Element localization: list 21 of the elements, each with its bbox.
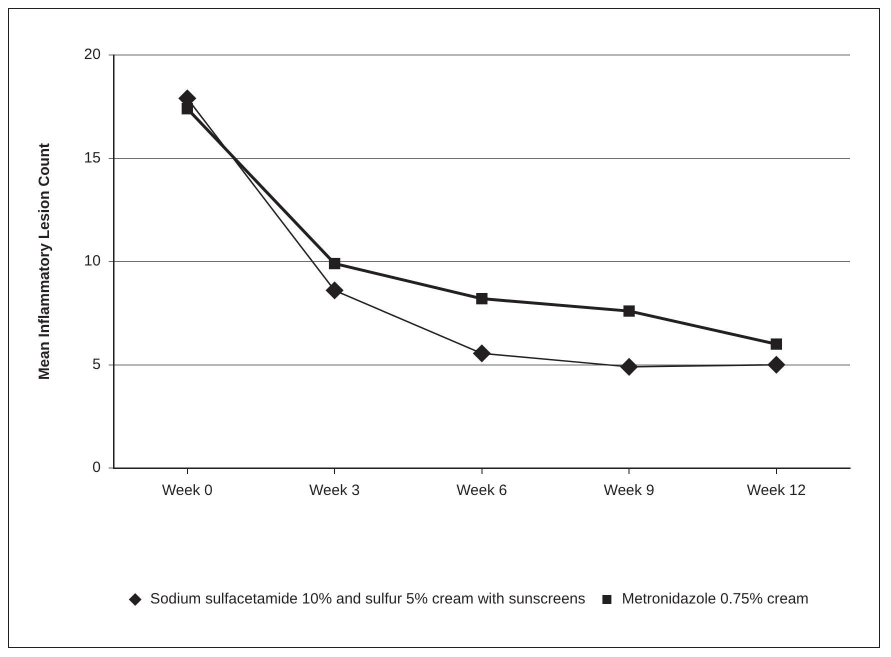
point — [326, 281, 344, 300]
y-tick-label: 5 — [92, 356, 101, 373]
point — [767, 356, 786, 374]
y-tick-label: 0 — [92, 459, 101, 476]
x-tick-label: Week 3 — [309, 482, 360, 500]
point — [770, 338, 782, 350]
y-axis-title: Mean Inflammatory Lesion Count — [36, 143, 54, 380]
legend-label: Sodium sulfacetamide 10% and sulfur 5% cream with sunscreens — [150, 590, 586, 608]
x-tick-label: Week 6 — [456, 482, 508, 500]
point — [476, 293, 488, 304]
x-tick-label: Week 9 — [604, 482, 654, 500]
x-tick-label: Week 0 — [162, 482, 213, 500]
y-tick-label: 15 — [84, 149, 101, 166]
point — [620, 358, 638, 376]
point — [623, 305, 635, 317]
x-tick-label: Week 12 — [746, 482, 806, 500]
legend-label: Metronidazole 0.75% cream — [622, 590, 809, 608]
y-tick-label: 20 — [84, 46, 101, 64]
y-tick-label: 10 — [84, 252, 101, 270]
point — [472, 344, 491, 362]
point — [328, 258, 340, 270]
